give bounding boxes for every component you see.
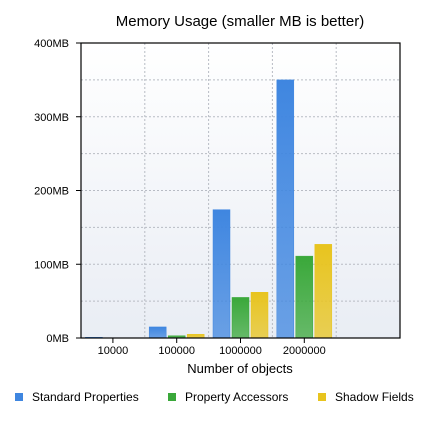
legend-swatch: [318, 393, 326, 401]
legend: Standard Properties Property Accessors Sha…: [15, 390, 414, 404]
bar-standard-properties-1000000: [212, 209, 231, 339]
x-tick-label: 2000000: [283, 345, 326, 357]
grid-lines: [81, 43, 400, 338]
chart-title: Memory Usage (smaller MB is better): [116, 13, 364, 30]
bar-property-accessors-2000000: [295, 255, 314, 339]
legend-swatch: [15, 393, 23, 401]
x-tick-label: 1000000: [219, 345, 262, 357]
plot-area: [81, 43, 400, 338]
y-axis-ticks: 0MB 100MB 200MB 300MB 400MB: [34, 38, 81, 345]
bar-standard-properties-2000000: [276, 79, 295, 339]
y-tick-label: 100MB: [34, 259, 69, 271]
y-tick-label: 400MB: [34, 38, 69, 50]
legend-label: Shadow Fields: [335, 390, 414, 404]
y-tick-label: 200MB: [34, 186, 69, 198]
bar-shadow-fields-1000000: [250, 292, 269, 339]
x-axis-label: Number of objects: [187, 361, 293, 376]
x-axis-ticks: 10000 100000 1000000 2000000: [98, 338, 326, 357]
x-tick-label: 100000: [158, 345, 195, 357]
legend-label: Standard Properties: [32, 390, 139, 404]
x-tick-label: 10000: [98, 345, 129, 357]
bar-property-accessors-1000000: [231, 297, 250, 339]
y-tick-label: 300MB: [34, 112, 69, 124]
bar-standard-properties-100000: [148, 326, 167, 339]
legend-swatch: [168, 393, 176, 401]
bar-shadow-fields-2000000: [314, 244, 333, 339]
y-tick-label: 0MB: [46, 333, 69, 345]
legend-label: Property Accessors: [185, 390, 288, 404]
